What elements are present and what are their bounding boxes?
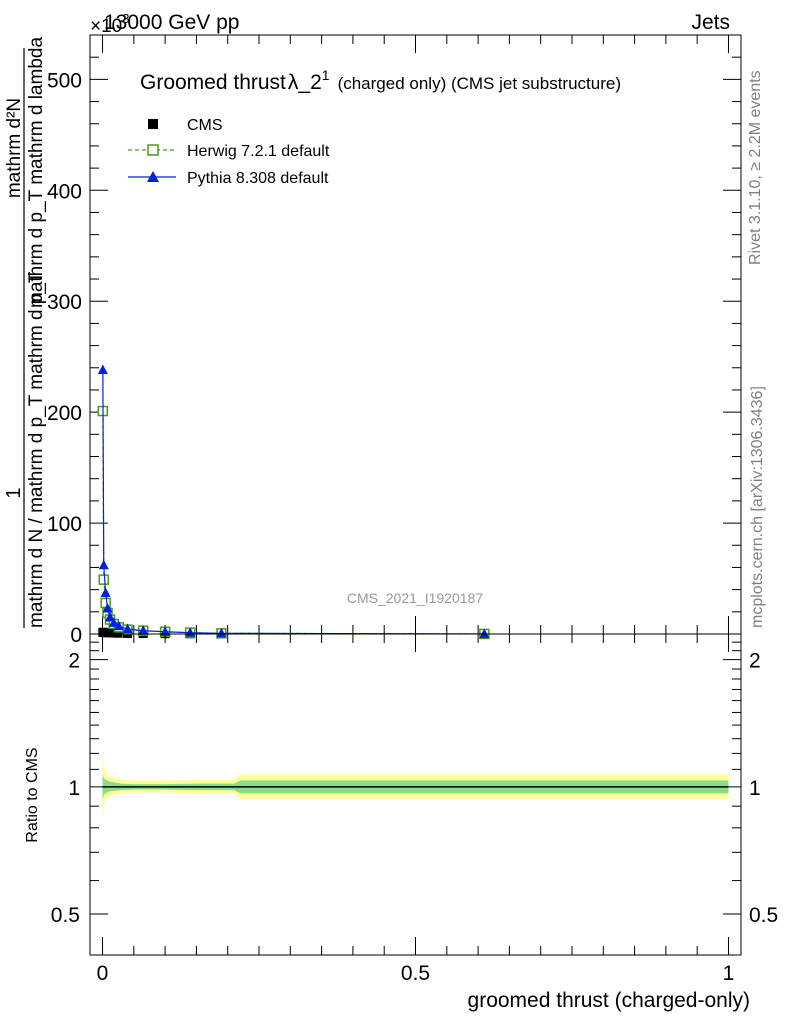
ratio-axes: 0.5 0.5 1 1 2 2 0 0.5 1 — [51, 634, 778, 985]
process-label: Jets — [691, 11, 730, 34]
ratio-y-tick-label-right: 2 — [749, 650, 761, 673]
data-point-pythia — [105, 611, 116, 622]
ratio-y-tick-label-right: 1 — [749, 777, 761, 800]
legend-marker-cms — [148, 119, 158, 129]
data-point-pythia — [138, 625, 149, 635]
rivet-label: Rivet 3.1.10, ≥ 2.2M events — [747, 70, 764, 265]
main-y-tick-label: 200 — [47, 402, 82, 425]
mcplots-label: mcplots.cern.ch [arXiv:1306.3436] — [749, 386, 766, 628]
ratio-y-tick-label-left: 2 — [68, 650, 80, 673]
data-point-pythia — [97, 364, 108, 374]
legend-label-herwig: Herwig 7.2.1 default — [187, 143, 330, 160]
x-axis-label: groomed thrust (charged-only) — [468, 989, 750, 1012]
ratio-bands — [102, 753, 729, 819]
data-point-pythia — [102, 602, 113, 613]
data-point-pythia — [160, 626, 171, 636]
legend-marker-herwig — [147, 144, 159, 156]
main-y-tick-label: 500 — [47, 69, 82, 92]
legend-label-cms: CMS — [187, 117, 223, 134]
data-point-cms — [108, 628, 118, 638]
main-y-tick-label: 300 — [47, 291, 82, 314]
legend-item-herwig: Herwig 7.2.1 default — [128, 143, 330, 160]
y-label-numerator: 1 — [3, 487, 25, 498]
main-y-tick-label: 400 — [47, 180, 82, 203]
y-label-second-numerator: mathrm d²N — [4, 98, 25, 198]
legend-item-cms: CMS — [148, 117, 223, 134]
y-label-denominator: mathrm d N / mathrm d p_T mathrm d p_T — [26, 271, 47, 628]
data-point-pythia — [122, 623, 133, 634]
data-point-herwig — [98, 574, 110, 585]
ratio-y-tick-label-left: 1 — [68, 777, 80, 800]
analysis-watermark: CMS_2021_I1920187 — [347, 590, 483, 606]
main-y-tick-label: 0 — [70, 624, 82, 647]
x-tick-label: 0.5 — [401, 962, 430, 985]
beam-label: 13000 GeV pp — [104, 11, 239, 34]
x-tick-label: 1 — [723, 962, 735, 985]
ratio-y-tick-label-left: 0.5 — [51, 904, 80, 927]
ratio-y-tick-label-right: 0.5 — [749, 904, 778, 927]
data-point-cms — [113, 628, 123, 638]
main-y-tick-label: 100 — [47, 513, 82, 536]
legend-marker-pythia — [147, 171, 159, 182]
data-point-pythia — [479, 628, 490, 638]
legend-label-pythia: Pythia 8.308 default — [187, 170, 329, 187]
legend: CMS Herwig 7.2.1 default Pythia 8.308 de… — [128, 117, 330, 187]
main-axes: 0 100 200 300 400 500 — [47, 35, 741, 647]
y-label-second-denominator: mathrm d p_T mathrm d lambda — [26, 37, 47, 308]
y-axis-label: 1 mathrm d N / mathrm d p_T mathrm d p_T… — [3, 37, 47, 628]
x-tick-label: 0 — [97, 962, 109, 985]
multiplier-label: ×103 — [90, 11, 129, 37]
data-point-pythia — [108, 617, 119, 627]
data-point-pythia — [113, 620, 124, 631]
series-2 — [97, 364, 490, 638]
chart-title: Groomed thrustλ_21 (charged only) (CMS je… — [140, 67, 621, 94]
ratio-y-label: Ratio to CMS — [24, 747, 41, 842]
data-point-pythia — [216, 627, 227, 638]
data-point-pythia — [98, 559, 109, 570]
data-point-pythia — [100, 587, 111, 597]
legend-item-pythia: Pythia 8.308 default — [128, 170, 329, 187]
